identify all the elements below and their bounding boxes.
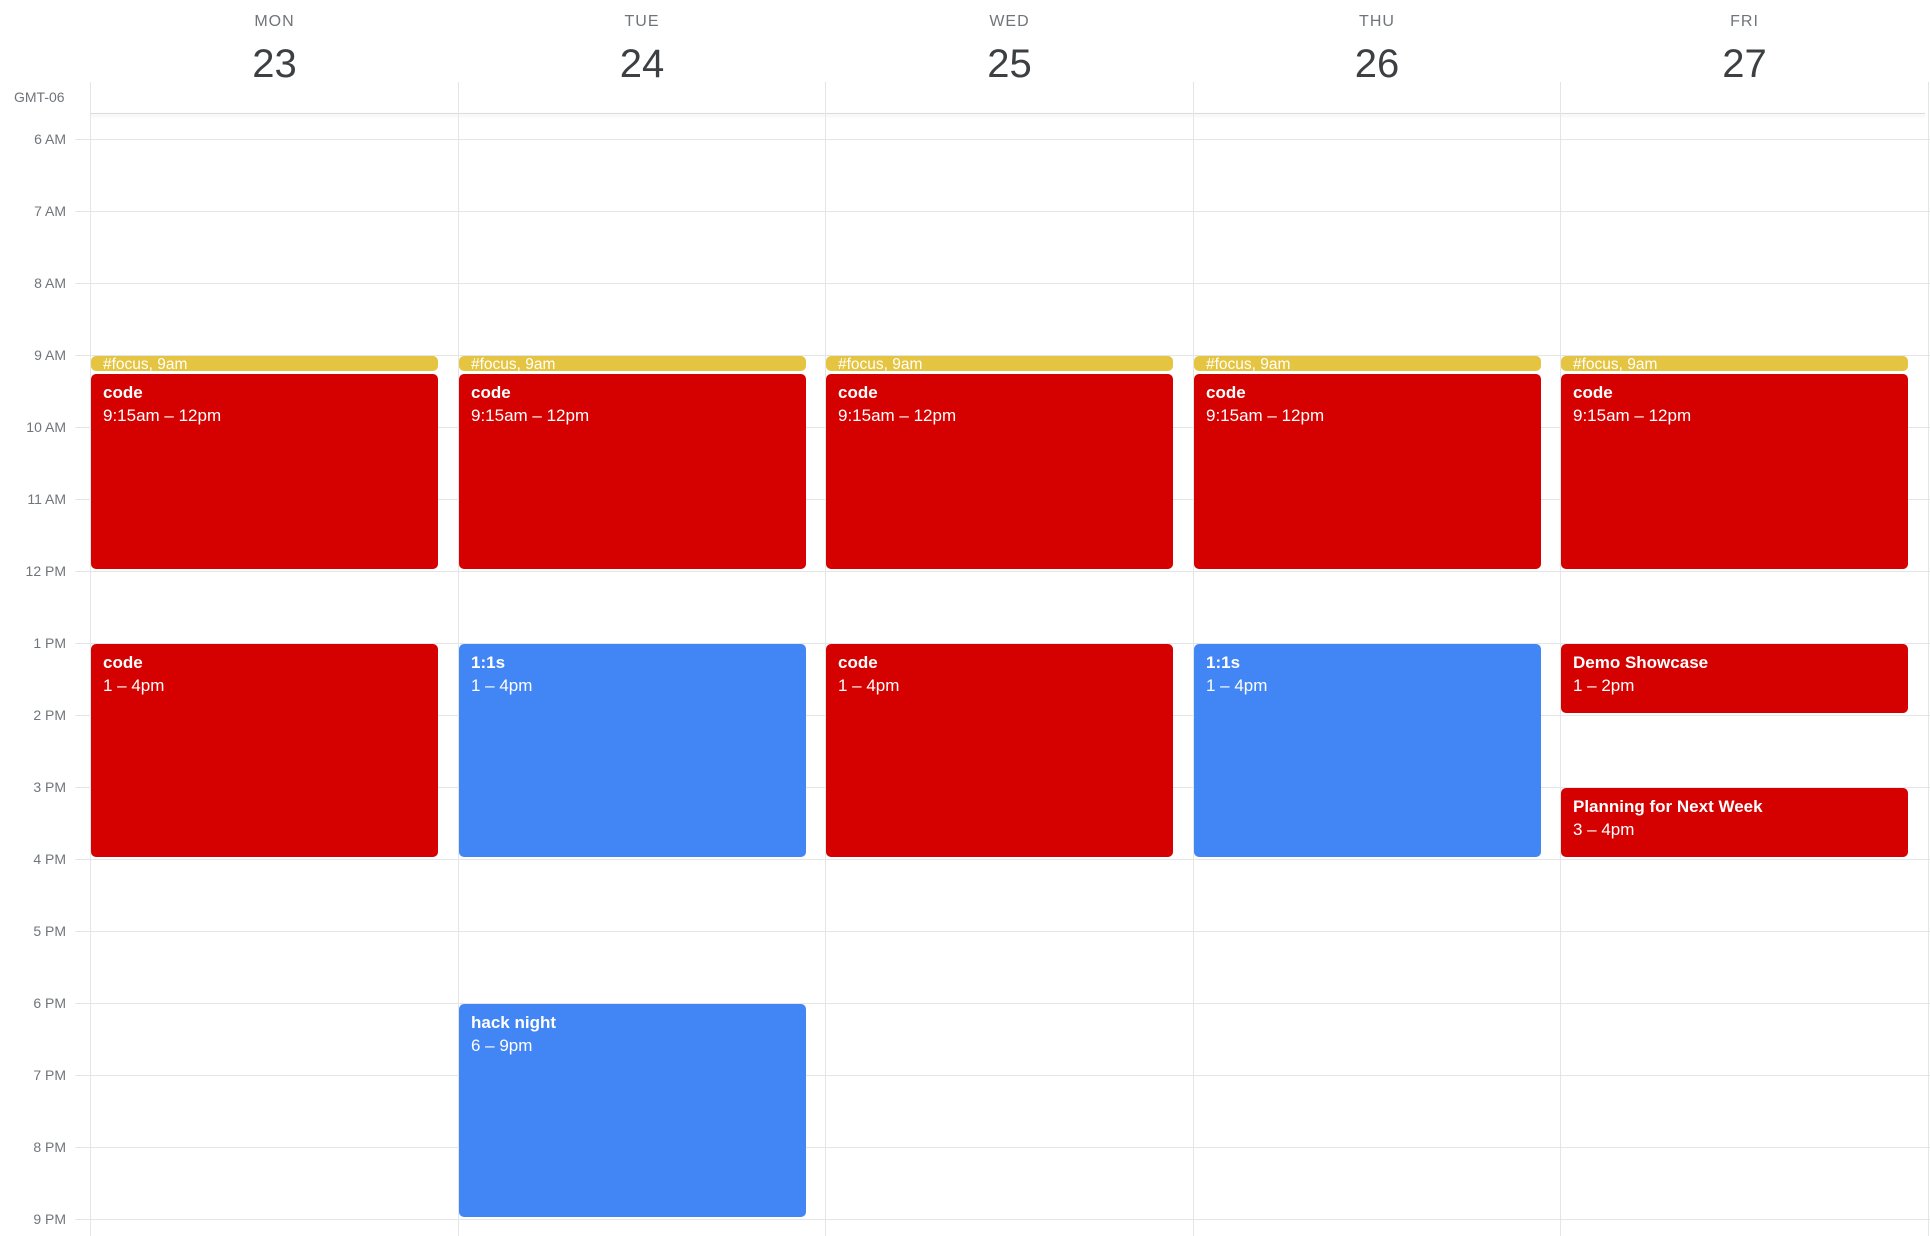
hour-gridline	[75, 1219, 1930, 1220]
day-column-divider	[1560, 82, 1561, 1236]
event-time: 1 – 4pm	[1206, 676, 1268, 695]
focus-event[interactable]: #focus, 9am	[459, 356, 806, 371]
event-time: 9:15am – 12pm	[1573, 406, 1692, 425]
day-column-divider	[1928, 82, 1929, 1236]
event-block[interactable]: code 1 – 4pm	[826, 644, 1173, 857]
header-divider	[90, 113, 1925, 114]
day-number[interactable]: 25	[987, 42, 1032, 86]
focus-event[interactable]: #focus, 9am	[1561, 356, 1908, 371]
event-time: 1 – 4pm	[103, 676, 165, 695]
day-number[interactable]: 27	[1722, 42, 1767, 86]
event-block[interactable]: code 9:15am – 12pm	[826, 374, 1173, 569]
event-title: code	[1573, 383, 1613, 402]
day-name: MON	[254, 13, 295, 30]
event-title: hack night	[471, 1013, 557, 1032]
event-block[interactable]: code 9:15am – 12pm	[459, 374, 806, 569]
event-block[interactable]: Demo Showcase 1 – 2pm	[1561, 644, 1908, 713]
hour-label: 12 PM	[25, 563, 66, 579]
hour-label: 9 AM	[34, 347, 66, 363]
event-title: code	[1206, 383, 1246, 402]
day-number[interactable]: 23	[252, 42, 297, 86]
event-title: code	[838, 653, 878, 672]
event-block[interactable]: 1:1s 1 – 4pm	[1194, 644, 1541, 857]
hour-gridline	[75, 571, 1930, 572]
event-title: 1:1s	[1206, 653, 1241, 672]
event-title: code	[471, 383, 511, 402]
hour-gridline	[75, 1075, 1930, 1076]
event-title: 1:1s	[471, 653, 506, 672]
hour-gridline	[75, 859, 1930, 860]
hour-label: 5 PM	[33, 923, 66, 939]
day-number[interactable]: 26	[1354, 42, 1400, 86]
hour-label: 9 PM	[33, 1211, 66, 1227]
event-label: #focus, 9am	[1573, 356, 1658, 371]
event-time: 9:15am – 12pm	[1206, 406, 1325, 425]
hour-label: 6 AM	[34, 131, 66, 147]
day-column-divider	[90, 82, 91, 1236]
hour-label: 8 AM	[34, 275, 66, 291]
event-time: 1 – 4pm	[471, 676, 533, 695]
event-time: 1 – 2pm	[1573, 676, 1635, 695]
event-block[interactable]: code 9:15am – 12pm	[91, 374, 438, 569]
event-time: 9:15am – 12pm	[103, 406, 222, 425]
event-block[interactable]: code 9:15am – 12pm	[1194, 374, 1541, 569]
hour-gridline	[75, 211, 1930, 212]
hour-gridline	[75, 1003, 1930, 1004]
event-block[interactable]: hack night 6 – 9pm	[459, 1004, 806, 1217]
hour-label: 10 AM	[26, 419, 66, 435]
event-time: 9:15am – 12pm	[838, 406, 957, 425]
timezone-label: GMT-06	[14, 89, 65, 105]
event-label: #focus, 9am	[103, 356, 188, 371]
day-column-divider	[825, 82, 826, 1236]
hour-gridline	[75, 139, 1930, 140]
event-block[interactable]: 1:1s 1 – 4pm	[459, 644, 806, 857]
hour-label: 3 PM	[33, 779, 66, 795]
hour-label: 4 PM	[33, 851, 66, 867]
day-column-divider	[1193, 82, 1194, 1236]
focus-event[interactable]: #focus, 9am	[1194, 356, 1541, 371]
hour-gridline	[75, 1147, 1930, 1148]
event-label: #focus, 9am	[838, 356, 923, 371]
hour-label: 2 PM	[33, 707, 66, 723]
event-label: #focus, 9am	[471, 356, 556, 371]
hour-gridline	[75, 643, 1930, 644]
event-block[interactable]: code 9:15am – 12pm	[1561, 374, 1908, 569]
focus-event[interactable]: #focus, 9am	[91, 356, 438, 371]
hour-label: 11 AM	[27, 491, 66, 507]
event-time: 9:15am – 12pm	[471, 406, 590, 425]
event-title: code	[103, 653, 143, 672]
event-title: code	[838, 383, 878, 402]
day-number[interactable]: 24	[619, 42, 665, 86]
event-label: #focus, 9am	[1206, 356, 1291, 371]
hour-label: 8 PM	[33, 1139, 66, 1155]
event-block[interactable]: code 1 – 4pm	[91, 644, 438, 857]
day-column-divider	[458, 82, 459, 1236]
hour-gridline	[75, 283, 1930, 284]
event-time: 1 – 4pm	[838, 676, 900, 695]
hour-label: 7 AM	[34, 203, 66, 219]
event-title: Demo Showcase	[1573, 653, 1709, 672]
event-title: code	[103, 383, 143, 402]
hour-label: 7 PM	[33, 1067, 66, 1083]
event-title: Planning for Next Week	[1573, 797, 1763, 816]
hour-gridline	[75, 931, 1930, 932]
hour-gridline	[75, 355, 1930, 356]
event-block[interactable]: Planning for Next Week 3 – 4pm	[1561, 788, 1908, 857]
day-name: WED	[989, 13, 1030, 30]
event-time: 6 – 9pm	[471, 1036, 533, 1055]
day-name: THU	[1359, 13, 1395, 30]
focus-event[interactable]: #focus, 9am	[826, 356, 1173, 371]
hour-label: 1 PM	[33, 635, 66, 651]
day-name: FRI	[1730, 13, 1759, 30]
day-name: TUE	[624, 13, 660, 30]
event-time: 3 – 4pm	[1573, 820, 1635, 839]
hour-label: 6 PM	[33, 995, 66, 1011]
